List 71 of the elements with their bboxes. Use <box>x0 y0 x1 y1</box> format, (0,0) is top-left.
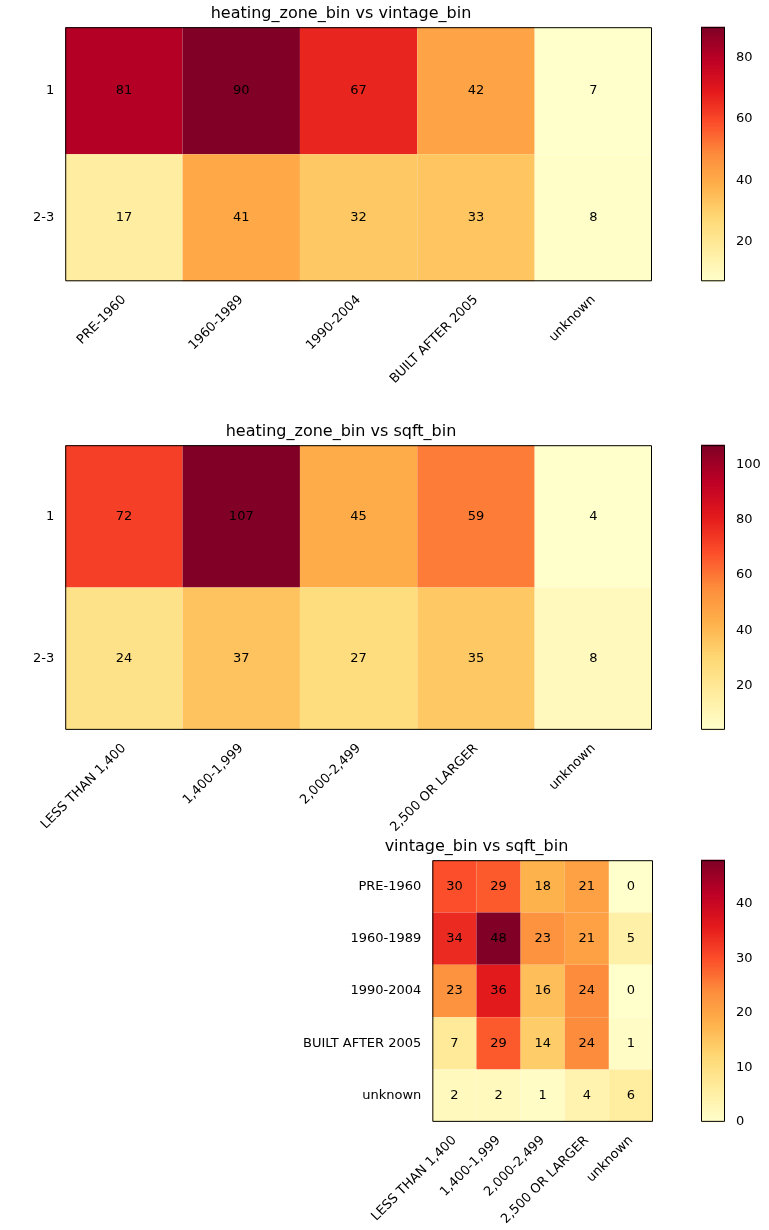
data-label: 29 <box>490 877 507 893</box>
data-label: 48 <box>490 930 507 946</box>
data-label: 0 <box>626 877 636 893</box>
data-label: 107 <box>228 507 254 523</box>
data-label: 2 <box>494 1087 503 1103</box>
data-label: 42 <box>467 82 485 98</box>
y-tick-label: 2-3 <box>33 650 55 666</box>
y-tick-label: 2-3 <box>33 209 55 225</box>
data-label: 4 <box>582 1087 591 1103</box>
color-bar-label: 40 <box>736 171 753 187</box>
data-label: 5 <box>626 930 636 946</box>
data-label: 37 <box>232 650 250 666</box>
data-label: 1 <box>626 1034 636 1050</box>
data-label: 72 <box>115 507 133 523</box>
data-label: 17 <box>115 209 133 225</box>
color-bar-label: 30 <box>736 949 753 965</box>
data-label: 30 <box>446 877 463 893</box>
data-label: 21 <box>578 877 596 893</box>
y-tick-label: 1960-1989 <box>350 930 422 946</box>
chart-title: heating_zone_bin vs vintage_bin <box>210 2 472 23</box>
data-label: 23 <box>534 930 551 946</box>
color-bar-label: 20 <box>736 1004 753 1020</box>
data-label: 24 <box>115 650 133 666</box>
data-label: 1 <box>538 1087 547 1103</box>
y-tick-label: 1 <box>45 82 55 98</box>
data-label: 0 <box>626 982 636 998</box>
data-label: 4 <box>589 507 598 523</box>
color-bar-label: 60 <box>736 110 753 126</box>
data-label: 24 <box>578 1034 596 1050</box>
y-tick-label: BUILT AFTER 2005 <box>303 1034 422 1050</box>
data-label: 36 <box>490 982 507 998</box>
color-bar-label: 40 <box>736 895 753 911</box>
y-tick-label: 1990-2004 <box>350 982 422 998</box>
color-bar-label: 20 <box>736 232 753 248</box>
color-bar-label: 10 <box>736 1058 753 1074</box>
data-label: 27 <box>350 650 367 666</box>
data-label: 8 <box>589 209 598 225</box>
data-label: 67 <box>350 82 367 98</box>
data-label: 24 <box>578 982 596 998</box>
data-label: 90 <box>232 82 250 98</box>
y-tick-label: 1 <box>45 507 55 523</box>
data-label: 18 <box>534 877 551 893</box>
data-label: 32 <box>350 209 367 225</box>
y-tick-label: unknown <box>362 1087 422 1103</box>
color-bar-label: 100 <box>736 455 761 471</box>
chart-title: heating_zone_bin vs sqft_bin <box>225 420 457 441</box>
color-bar-label: 80 <box>736 511 753 527</box>
y-tick-label: PRE-1960 <box>358 877 422 893</box>
data-label: 33 <box>467 209 485 225</box>
data-label: 2 <box>450 1087 459 1103</box>
data-label: 34 <box>446 930 463 946</box>
data-label: 16 <box>534 982 551 998</box>
color-bar-label: 20 <box>736 677 753 693</box>
data-label: 7 <box>450 1034 459 1050</box>
data-label: 6 <box>626 1087 636 1103</box>
chart-title: vintage_bin vs sqft_bin <box>384 835 569 856</box>
color-bar-label: 80 <box>736 49 753 65</box>
data-label: 41 <box>232 209 250 225</box>
data-label: 8 <box>589 650 598 666</box>
data-label: 29 <box>490 1034 507 1050</box>
color-bar-label: 40 <box>736 621 753 637</box>
color-bar-label: 60 <box>736 566 753 582</box>
data-label: 59 <box>467 507 485 523</box>
data-label: 7 <box>589 82 598 98</box>
data-label: 21 <box>578 930 596 946</box>
color-bar-label: 0 <box>736 1113 745 1129</box>
data-label: 45 <box>350 507 367 523</box>
data-label: 35 <box>467 650 485 666</box>
data-label: 14 <box>534 1034 551 1050</box>
data-label: 23 <box>446 982 463 998</box>
data-label: 81 <box>115 82 133 98</box>
